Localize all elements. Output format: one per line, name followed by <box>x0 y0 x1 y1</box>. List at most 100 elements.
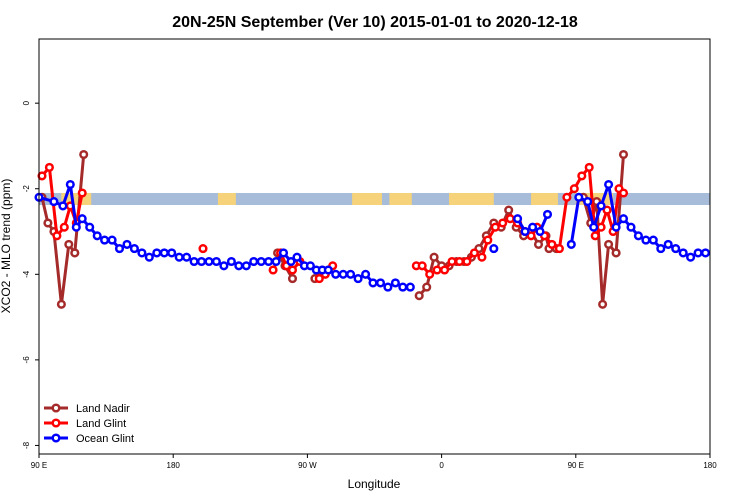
data-point <box>65 179 75 190</box>
data-point <box>498 218 508 228</box>
y-tick-label: -2 <box>22 185 31 193</box>
data-point <box>77 214 87 224</box>
legend-item: Land Nadir <box>44 403 130 415</box>
data-point <box>152 248 162 258</box>
data-point <box>314 274 324 284</box>
data-point <box>338 269 348 279</box>
series-ocean-glint <box>34 179 711 292</box>
data-point <box>477 252 487 262</box>
data-point <box>159 248 169 258</box>
data-point <box>656 244 666 254</box>
data-point <box>425 269 435 279</box>
data-point <box>368 278 378 288</box>
data-point <box>504 205 514 215</box>
data-point <box>569 184 579 194</box>
data-point <box>414 291 424 301</box>
data-point <box>489 244 499 254</box>
data-point <box>562 192 572 202</box>
data-point <box>256 256 266 267</box>
legend-swatch-marker <box>51 433 61 443</box>
data-point <box>598 299 608 309</box>
data-point <box>505 214 515 224</box>
data-point <box>71 222 81 232</box>
data-point <box>547 239 557 249</box>
x-tick-label: 0 <box>439 461 444 470</box>
map-strip-land <box>389 193 412 205</box>
data-point <box>405 282 415 292</box>
data-point <box>417 261 427 271</box>
data-point <box>700 248 711 258</box>
x-tick-label: 180 <box>167 461 181 470</box>
legend-item: Land Glint <box>44 418 126 430</box>
x-tick-label: 90 W <box>298 461 317 470</box>
data-point <box>64 239 74 249</box>
data-point <box>469 248 479 258</box>
data-point <box>611 248 621 258</box>
data-point <box>122 239 132 249</box>
data-point <box>375 278 386 288</box>
data-point <box>577 171 587 181</box>
legend-item: Ocean Glint <box>44 433 134 445</box>
data-point <box>520 226 530 237</box>
data-point <box>526 231 536 241</box>
chart-title: 20N-25N September (Ver 10) 2015-01-01 to… <box>172 14 578 31</box>
data-point <box>278 248 289 258</box>
x-tick-label: 90 E <box>31 461 47 470</box>
data-point <box>85 222 95 232</box>
data-point <box>513 214 523 224</box>
data-point <box>129 244 139 254</box>
data-point <box>287 274 298 284</box>
data-point <box>596 201 606 211</box>
y-tick-label: 0 <box>22 100 31 105</box>
data-point <box>114 244 125 254</box>
data-point <box>43 218 53 228</box>
data-point <box>305 261 315 271</box>
legend-label: Land Glint <box>76 418 126 430</box>
data-point <box>271 256 281 267</box>
data-point <box>234 261 244 271</box>
legend-label: Land Nadir <box>76 403 130 415</box>
data-point <box>292 252 302 262</box>
data-point <box>346 269 356 279</box>
data-point <box>604 179 614 190</box>
data-point <box>447 256 457 267</box>
data-point <box>59 222 69 232</box>
data-point <box>602 205 612 215</box>
data-point <box>590 231 600 241</box>
legend-swatch-marker <box>51 418 61 428</box>
map-strip-land <box>61 193 92 205</box>
data-point <box>604 239 614 249</box>
y-tick-label: -4 <box>22 270 31 278</box>
data-point <box>462 256 472 267</box>
data-point <box>383 282 393 292</box>
series-land-glint <box>37 162 629 284</box>
data-point <box>542 209 553 219</box>
data-point <box>633 231 643 241</box>
legend-swatch-marker <box>51 403 61 413</box>
data-point <box>204 256 214 267</box>
map-strip-land <box>531 193 558 205</box>
data-point <box>287 265 298 275</box>
data-point <box>678 248 688 258</box>
data-point <box>596 222 606 232</box>
data-point <box>528 222 538 232</box>
data-point <box>52 231 62 241</box>
x-axis-label: Longitude <box>348 477 401 491</box>
data-point <box>241 261 251 271</box>
axes: 90 E 180 90 W 0 90 E 180 0 -2 -4 -6 -8 <box>22 100 717 470</box>
y-axis-label: XCO2 - MLO trend (ppm) <box>0 179 13 314</box>
data-point <box>671 244 681 254</box>
data-point <box>100 235 110 245</box>
data-point <box>483 235 493 245</box>
map-strip-land <box>217 193 236 205</box>
data-point <box>454 256 465 267</box>
legend-label: Ocean Glint <box>76 433 134 445</box>
data-point <box>432 265 442 275</box>
data-point <box>574 192 584 202</box>
data-point <box>167 248 177 258</box>
data-point <box>390 278 400 288</box>
data-point <box>58 201 68 211</box>
data-point <box>440 265 450 275</box>
y-tick-label: -8 <box>22 441 31 449</box>
data-point <box>249 256 259 267</box>
